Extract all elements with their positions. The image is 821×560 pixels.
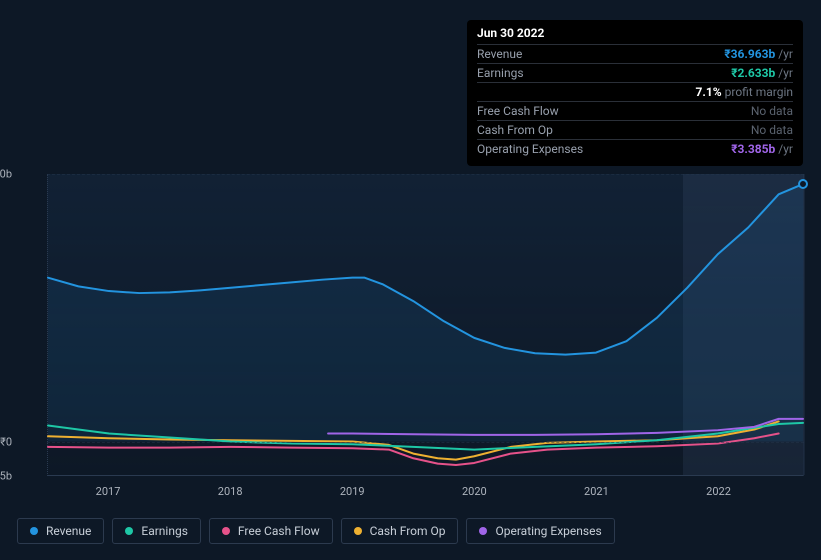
- tooltip-value: 7.1% profit margin: [696, 85, 793, 99]
- tooltip-value: ₹2.633b /yr: [731, 66, 793, 80]
- tooltip-value: No data: [751, 123, 793, 137]
- financials-chart: ₹40b₹0-₹5b201720182019202020212022: [17, 160, 804, 480]
- tooltip-date: Jun 30 2022: [477, 26, 793, 40]
- plot-area[interactable]: [47, 174, 804, 476]
- x-axis-label: 2020: [462, 485, 487, 498]
- tooltip-row: Cash From Op No data: [477, 120, 793, 139]
- legend-label: Free Cash Flow: [238, 524, 320, 538]
- legend-label: Earnings: [141, 524, 188, 538]
- legend-item-earnings[interactable]: Earnings: [112, 518, 201, 544]
- legend-dot-icon: [125, 527, 133, 535]
- tooltip-row: 7.1% profit margin: [477, 82, 793, 101]
- legend-item-opex[interactable]: Operating Expenses: [466, 518, 614, 544]
- tooltip-label: Operating Expenses: [477, 142, 583, 156]
- tooltip-value: ₹36.963b /yr: [724, 47, 793, 61]
- tooltip-value: ₹3.385b /yr: [731, 142, 793, 156]
- tooltip-label: Earnings: [477, 66, 524, 80]
- tooltip-label: Revenue: [477, 47, 522, 61]
- revenue-area: [48, 184, 803, 442]
- tooltip-label: Free Cash Flow: [477, 104, 559, 118]
- y-axis-label: ₹0: [0, 436, 12, 449]
- gridline: [47, 442, 804, 443]
- revenue-end-marker: [799, 180, 807, 188]
- tooltip-label: Cash From Op: [477, 123, 553, 137]
- legend-dot-icon: [30, 527, 38, 535]
- x-axis-label: 2018: [218, 485, 243, 498]
- tooltip-row: Revenue ₹36.963b /yr: [477, 44, 793, 63]
- legend-dot-icon: [354, 527, 362, 535]
- x-axis-label: 2017: [96, 485, 121, 498]
- chart-legend: Revenue Earnings Free Cash Flow Cash From O…: [17, 518, 615, 544]
- tooltip-row: Free Cash Flow No data: [477, 101, 793, 120]
- gridline: [47, 174, 804, 175]
- legend-item-cashop[interactable]: Cash From Op: [341, 518, 459, 544]
- legend-dot-icon: [479, 527, 487, 535]
- y-axis-label: ₹40b: [0, 168, 12, 181]
- tooltip-row: Operating Expenses ₹3.385b /yr: [477, 139, 793, 158]
- chart-tooltip: Jun 30 2022 Revenue ₹36.963b /yr Earnings ₹…: [467, 20, 803, 166]
- x-axis-label: 2022: [706, 485, 731, 498]
- legend-label: Cash From Op: [370, 524, 446, 538]
- legend-label: Revenue: [46, 524, 91, 538]
- x-axis-label: 2019: [340, 485, 365, 498]
- x-axis-label: 2021: [584, 485, 609, 498]
- legend-label: Operating Expenses: [495, 524, 601, 538]
- legend-dot-icon: [222, 527, 230, 535]
- y-axis-label: -₹5b: [0, 470, 12, 483]
- legend-item-fcf[interactable]: Free Cash Flow: [209, 518, 333, 544]
- tooltip-row: Earnings ₹2.633b /yr: [477, 63, 793, 82]
- legend-item-revenue[interactable]: Revenue: [17, 518, 104, 544]
- tooltip-value: No data: [751, 104, 793, 118]
